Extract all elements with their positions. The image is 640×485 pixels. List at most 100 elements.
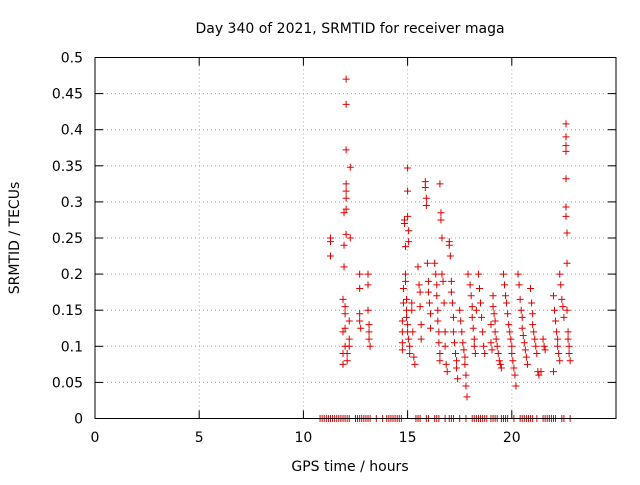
data-point — [342, 205, 350, 213]
data-point — [437, 216, 445, 224]
data-point — [345, 335, 353, 343]
data-point — [510, 364, 518, 372]
data-point — [340, 241, 348, 249]
data-point — [445, 241, 453, 249]
y-tick-label: 0.4 — [61, 123, 83, 139]
data-point — [563, 259, 571, 267]
data-point — [470, 335, 478, 343]
data-point — [527, 285, 535, 293]
data-point — [459, 339, 467, 347]
data-point — [462, 382, 470, 390]
data-point — [540, 342, 548, 350]
data-point — [436, 180, 444, 188]
data-point — [406, 342, 414, 350]
data-point — [478, 313, 486, 321]
data-point — [346, 234, 354, 242]
data-point — [404, 164, 412, 172]
data-point — [452, 350, 460, 358]
data-point — [514, 270, 522, 278]
axis-ticks — [94, 57, 616, 419]
data-point — [528, 299, 536, 307]
data-point — [475, 285, 483, 293]
data-point — [456, 306, 464, 314]
data-point — [554, 342, 562, 350]
data-point — [427, 310, 435, 318]
data-point — [492, 335, 500, 343]
data-point — [454, 375, 462, 383]
data-point — [341, 303, 349, 311]
data-point — [417, 321, 425, 329]
data-point — [474, 270, 482, 278]
data-point — [522, 353, 530, 361]
data-point — [523, 360, 531, 368]
data-point — [488, 346, 496, 354]
y-tick-label: 0.05 — [52, 375, 83, 391]
data-point — [505, 321, 513, 329]
data-point — [343, 357, 351, 365]
data-point — [408, 299, 416, 307]
data-point — [489, 303, 497, 311]
data-point — [402, 270, 410, 278]
data-point — [339, 295, 347, 303]
data-point — [431, 259, 439, 267]
data-point — [422, 202, 430, 210]
data-point — [438, 270, 446, 278]
data-point — [487, 321, 495, 329]
data-point — [439, 277, 447, 285]
data-point — [560, 313, 568, 321]
data-point — [562, 147, 570, 155]
data-point — [404, 187, 412, 195]
data-point — [441, 342, 449, 350]
data-point — [448, 299, 456, 307]
data-point — [555, 350, 563, 358]
data-point — [531, 335, 539, 343]
data-point — [435, 328, 443, 336]
data-point — [450, 339, 458, 347]
data-point — [364, 270, 372, 278]
data-point — [440, 299, 448, 307]
data-point — [532, 342, 540, 350]
y-tick-label: 0.1 — [61, 339, 83, 355]
data-point — [453, 364, 461, 372]
data-point — [533, 350, 541, 358]
data-point — [529, 310, 537, 318]
data-point — [559, 303, 567, 311]
data-point — [341, 324, 349, 332]
data-point — [502, 292, 510, 300]
data-point — [509, 357, 517, 365]
data-point — [553, 328, 561, 336]
data-point — [504, 310, 512, 318]
data-point — [503, 299, 511, 307]
data-point — [463, 393, 471, 401]
data-point — [562, 120, 570, 128]
data-point — [435, 339, 443, 347]
data-point — [341, 310, 349, 318]
data-point — [461, 360, 469, 368]
data-point — [468, 313, 476, 321]
data-point — [425, 299, 433, 307]
data-point — [554, 335, 562, 343]
data-point — [458, 328, 466, 336]
data-point — [537, 368, 545, 376]
data-point — [470, 342, 478, 350]
data-point — [467, 292, 475, 300]
data-point — [477, 299, 485, 307]
data-point — [416, 303, 424, 311]
data-point — [556, 270, 564, 278]
data-point — [479, 328, 487, 336]
y-tick-label: 0.2 — [61, 267, 83, 283]
data-point — [471, 350, 479, 358]
data-point — [437, 209, 445, 217]
data-point — [519, 331, 527, 339]
data-point — [399, 299, 407, 307]
data-point — [558, 295, 566, 303]
data-point — [398, 317, 406, 325]
data-point — [564, 328, 572, 336]
data-point — [399, 285, 407, 293]
data-point — [340, 263, 348, 271]
data-point — [404, 212, 412, 220]
data-point — [424, 288, 432, 296]
data-point — [357, 324, 365, 332]
